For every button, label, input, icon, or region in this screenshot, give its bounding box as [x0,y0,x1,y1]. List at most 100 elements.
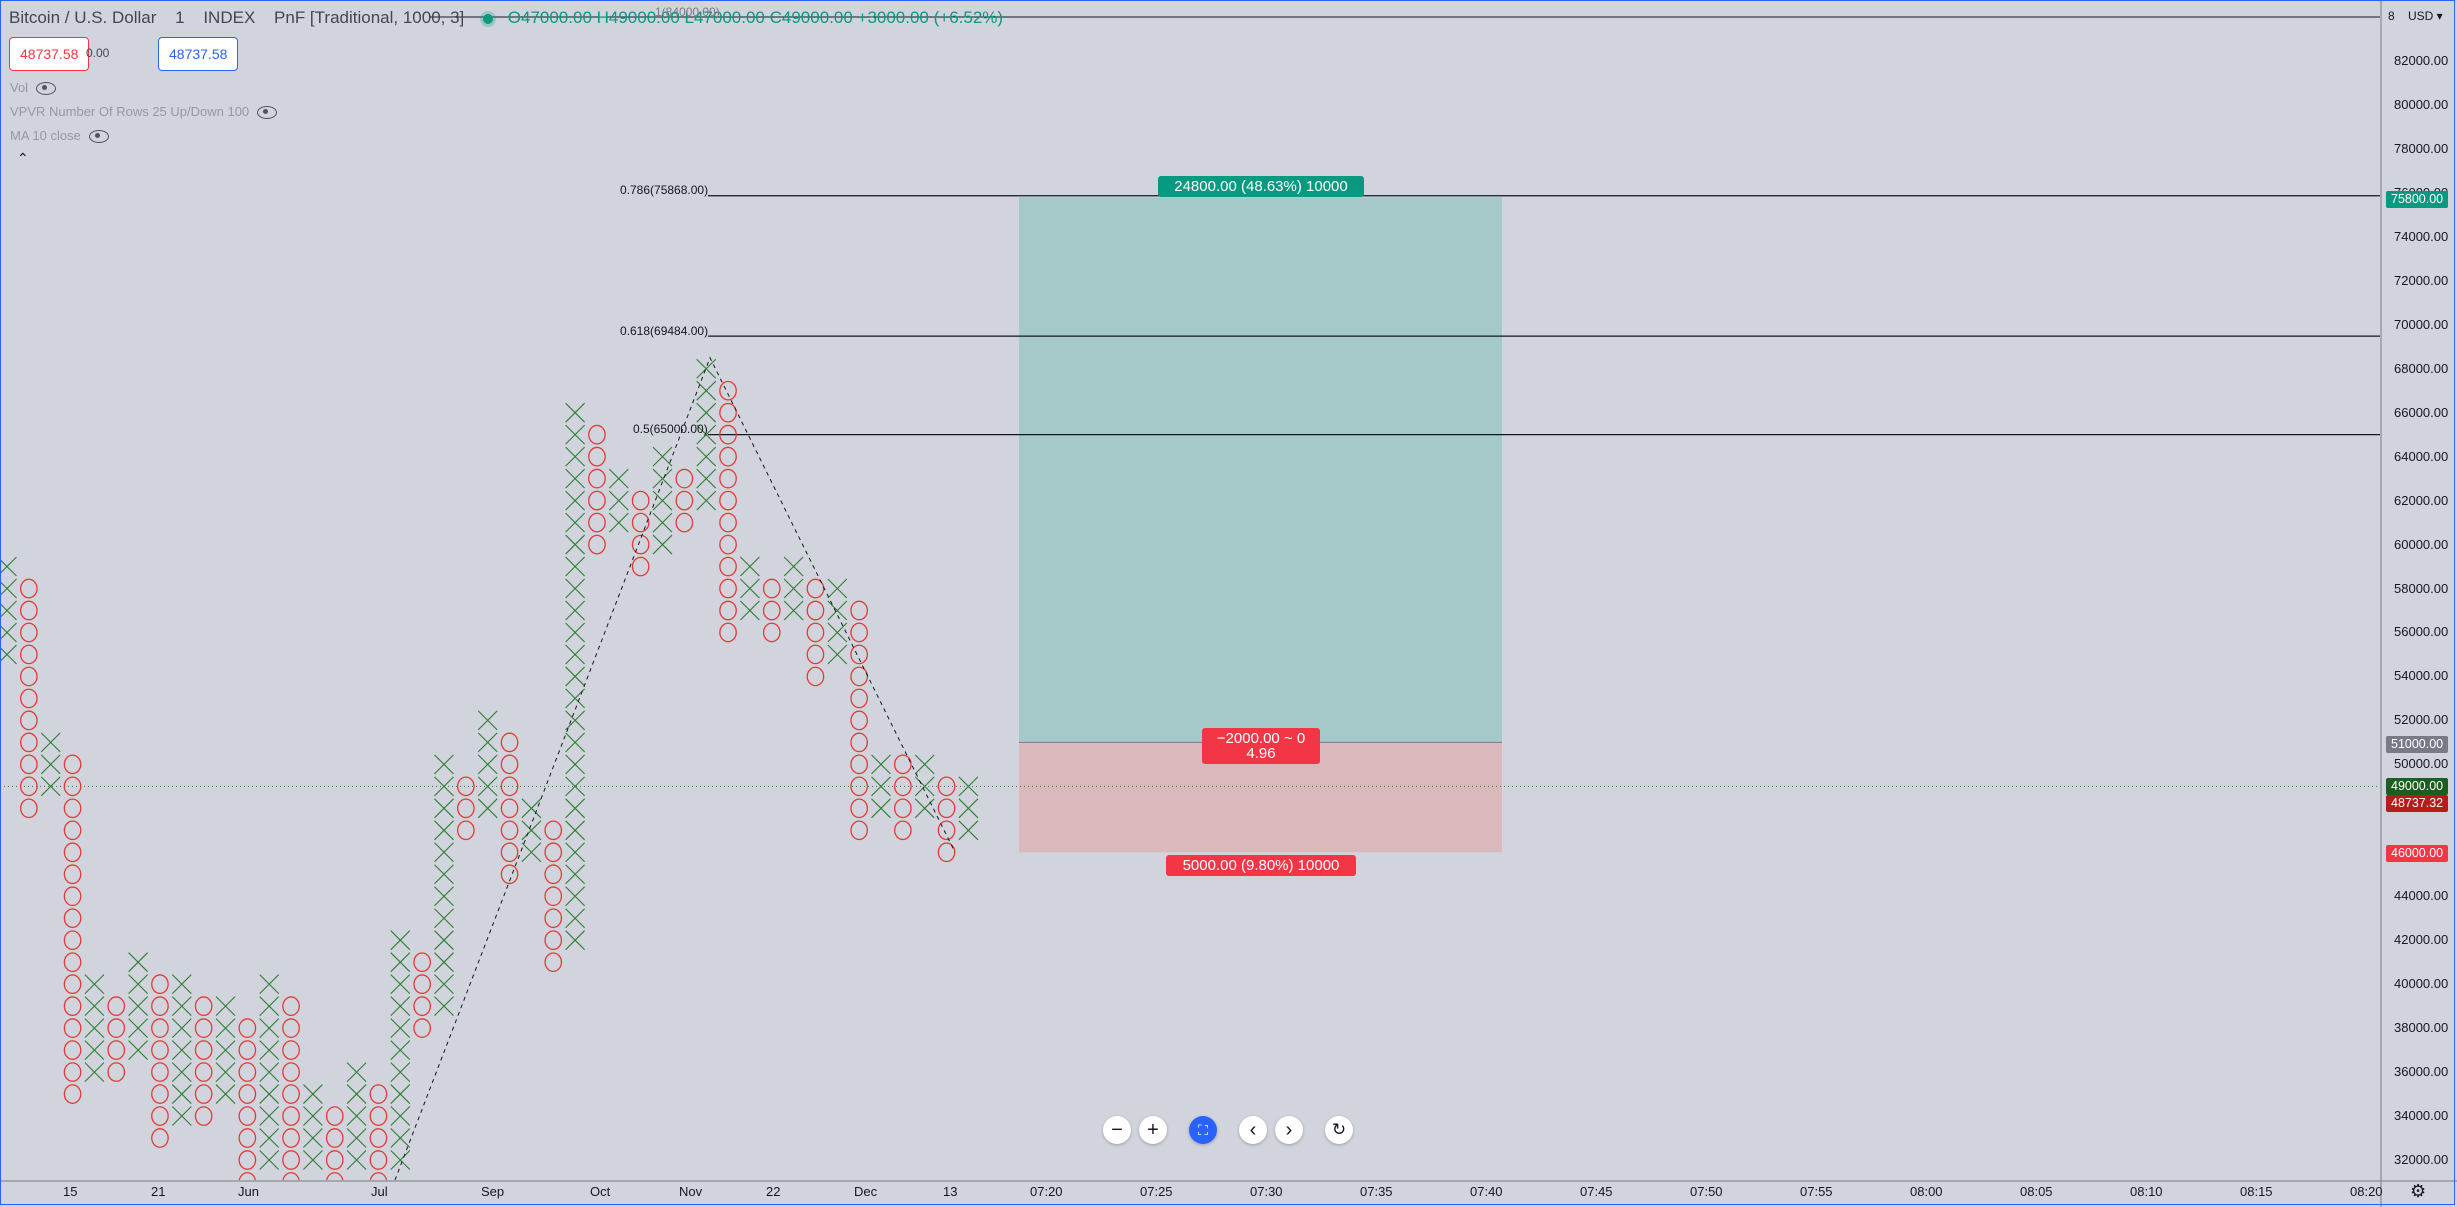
scroll-right-button[interactable]: › [1275,1116,1303,1144]
y-tick-label: 66000.00 [2394,404,2449,420]
pnf-x-box [171,1062,192,1082]
reset-chart-button[interactable]: ↻ [1325,1116,1353,1144]
pnf-x-box [84,974,105,995]
fib-trend-line [394,356,956,1180]
pnf-x-box [128,1040,148,1060]
pnf-column-28 [608,468,629,533]
pnf-x-box [346,1084,367,1104]
pnf-column-20 [434,754,454,1017]
zoom-in-button[interactable]: + [1139,1116,1167,1144]
pnf-o-box [719,534,737,555]
pnf-o-box [20,644,38,665]
indicator-vpvr[interactable]: VPVR Number Of Rows 25 Up/Down 100 [10,104,278,120]
pnf-o-box [282,1084,300,1104]
indicator-vol[interactable]: Vol [10,80,57,96]
pnf-x-box [608,512,629,533]
pnf-column-15 [325,1106,344,1180]
settings-gear-icon[interactable]: ⚙ [2410,1181,2427,1201]
pnf-x-box [259,1040,280,1060]
pnf-o-box [282,1062,300,1082]
pnf-x-box [565,886,585,907]
x-tick-label: Jun [238,1184,259,1199]
x-tick-label: Jul [371,1184,388,1199]
fit-screen-icon[interactable]: ⛶ [1189,1116,1217,1144]
y-tick-label: 80000.00 [2394,96,2449,112]
pnf-x-box [215,996,236,1017]
x-tick-label: 08:20 [2350,1184,2383,1199]
scroll-left-button[interactable]: ‹ [1239,1116,1267,1144]
pnf-x-box [565,864,585,885]
pnf-x-box [871,798,891,819]
y-tick-label: 82000.00 [2394,53,2449,68]
y-tick-label: 34000.00 [2394,1108,2449,1124]
target-label[interactable]: 24800.00 (48.63%) 10000 [1158,176,1364,197]
pnf-x-box [390,1062,411,1082]
pnf-x-box [303,1084,323,1104]
pnf-o-box [325,1128,344,1148]
market-status-icon[interactable] [483,13,494,24]
eye-icon[interactable] [88,130,109,144]
pnf-x-box [434,886,454,907]
eye-icon[interactable] [36,82,57,96]
pnf-o-box [544,842,563,863]
pnf-x-box [434,952,454,973]
x-tick-label: 07:20 [1030,1184,1063,1199]
x-tick-label: 07:30 [1250,1184,1283,1199]
pnf-x-box [521,798,542,819]
pnf-o-box [63,776,82,797]
pnf-o-box [500,842,519,863]
collapse-legend-icon[interactable]: ⌃ [17,150,29,166]
pnf-x-box [740,600,760,621]
pnf-column-24 [521,798,542,863]
pnf-x-box [958,820,979,841]
pnf-x-box [40,732,61,753]
pnf-o-box [806,578,825,599]
y-tick-label: 42000.00 [2394,932,2449,948]
x-tick-label: Sep [481,1184,505,1199]
last-price-tag: 49000.00 [2386,778,2449,795]
x-tick-label: 07:40 [1470,1184,1503,1199]
symbol-name[interactable]: Bitcoin / U.S. Dollar [9,8,157,27]
y-tick-label: 54000.00 [2394,668,2449,684]
pnf-x-box [827,578,848,599]
pnf-x-box [171,996,192,1017]
eye-icon[interactable] [257,106,278,120]
symbol-legend: Bitcoin / U.S. Dollar 1 INDEX PnF [Tradi… [9,8,1003,28]
pnf-o-box [151,1084,169,1104]
pnf-o-box [238,1128,257,1148]
pnf-o-box [238,1040,257,1060]
pnf-o-box [20,600,38,621]
pnf-o-box [194,1106,213,1126]
currency-dropdown[interactable]: USD ▾ [2408,9,2443,23]
chart-type[interactable]: PnF [Traditional, 1000, 3] [274,8,465,27]
position-center-label[interactable]: −2000.00 ~ 0 4.96 [1202,728,1320,764]
pnf-x-box [259,1018,280,1039]
stop-label[interactable]: 5000.00 (9.80%) 10000 [1166,855,1356,876]
x-tick-label: 08:15 [2240,1184,2273,1199]
pnf-x-box [434,798,454,819]
target-price-tag: 75800.00 [2386,191,2449,208]
pnf-x-box [565,930,585,951]
indicator-ma[interactable]: MA 10 close [10,128,109,144]
pnf-x-box [608,490,629,511]
pnf-column-17 [369,1084,388,1180]
pnf-o-box [282,1018,300,1038]
pnf-x-box [434,930,454,951]
pnf-o-box [63,1062,82,1082]
buy-button[interactable]: 48737.58 [158,37,239,71]
pnf-column-42 [914,754,935,819]
pnf-x-box [346,1128,367,1148]
interval[interactable]: 1 [175,8,185,27]
pnf-o-box [893,798,912,819]
sell-button[interactable]: 48737.58 [9,37,90,71]
x-tick-label: 07:50 [1690,1184,1723,1199]
pnf-o-box [544,908,563,929]
pnf-o-box [588,534,606,555]
pnf-o-box [588,468,606,489]
pnf-o-box [194,1062,213,1082]
pnf-x-box [477,754,498,775]
pnf-o-box [325,1150,344,1170]
zoom-out-button[interactable]: − [1103,1116,1131,1144]
pnf-x-box [0,622,17,643]
